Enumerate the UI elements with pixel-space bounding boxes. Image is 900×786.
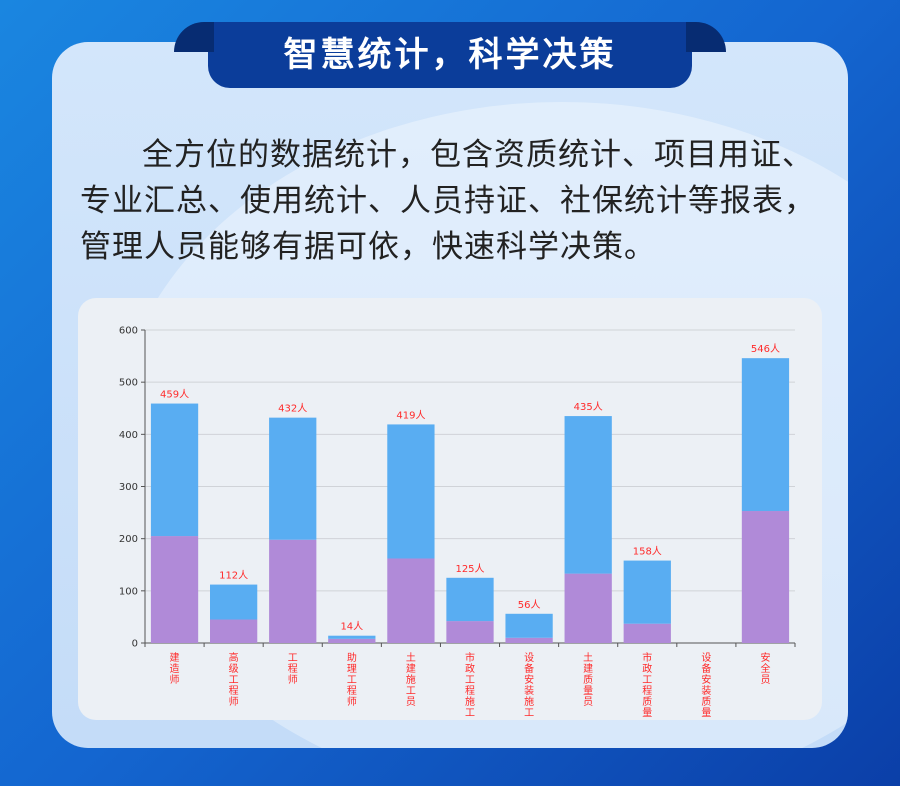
x-tick-label: 施 (524, 695, 534, 708)
x-tick-label: 师 (288, 673, 298, 686)
bar-segment-upper (741, 358, 790, 512)
y-tick-label: 500 (119, 378, 138, 389)
x-tick-label: 工 (524, 708, 534, 719)
data-label: 435人 (574, 401, 603, 413)
x-tick-label: 工 (465, 675, 475, 686)
x-tick-label: 员 (583, 696, 593, 708)
bar-segment-lower (505, 637, 553, 643)
x-tick-label: 安 (701, 673, 711, 686)
bar-segment-upper (564, 416, 612, 574)
x-tick-label: 工 (347, 675, 357, 686)
x-tick-label: 设 (701, 652, 711, 664)
x-tick-label: 工 (229, 675, 239, 686)
x-tick-label: 土 (583, 651, 593, 664)
x-tick-label: 量 (701, 707, 711, 719)
y-tick-label: 600 (119, 326, 138, 337)
x-tick-label: 程 (229, 685, 239, 697)
x-tick-label: 备 (701, 662, 711, 675)
x-tick-label: 施 (406, 673, 416, 686)
bar-segment-upper (269, 417, 317, 540)
x-tick-label: 装 (524, 684, 534, 697)
x-tick-label: 员 (760, 674, 770, 686)
bar-segment-lower (446, 621, 494, 643)
x-tick-label: 程 (288, 663, 298, 675)
bar-segment-lower (564, 573, 612, 643)
bar-segment-upper (505, 613, 553, 638)
x-tick-label: 市 (642, 651, 652, 664)
x-tick-label: 质 (583, 674, 593, 686)
x-tick-label: 师 (229, 695, 239, 708)
bar-segment-lower (328, 638, 376, 643)
data-label: 56人 (518, 599, 541, 611)
x-tick-label: 高 (229, 651, 239, 664)
x-tick-label: 土 (406, 651, 416, 664)
y-tick-label: 0 (132, 639, 138, 650)
bar-segment-upper (210, 584, 258, 620)
x-tick-label: 建 (583, 662, 593, 675)
x-tick-label: 量 (583, 685, 593, 697)
page-title: 智慧统计，科学决策 (174, 22, 726, 88)
data-label: 158人 (633, 546, 662, 558)
x-tick-label: 政 (642, 662, 652, 675)
x-tick-label: 质 (701, 696, 711, 708)
x-tick-label: 助 (347, 651, 357, 664)
y-tick-label: 200 (119, 534, 138, 545)
y-tick-label: 300 (119, 482, 138, 493)
x-tick-label: 安 (524, 673, 534, 686)
x-tick-label: 工 (288, 653, 298, 664)
bar-segment-lower (741, 511, 790, 643)
x-tick-label: 市 (465, 651, 475, 664)
x-tick-label: 量 (642, 707, 652, 719)
x-tick-label: 程 (347, 685, 357, 697)
bar-segment-lower (210, 619, 258, 643)
data-label: 14人 (340, 621, 363, 633)
x-tick-label: 全 (760, 662, 770, 675)
x-tick-label: 级 (229, 663, 239, 675)
data-label: 432人 (278, 403, 307, 415)
x-tick-label: 工 (642, 675, 652, 686)
x-tick-label: 程 (465, 685, 475, 697)
bar-segment-lower (269, 539, 317, 643)
bar-segment-upper (150, 403, 199, 537)
x-tick-label: 设 (524, 652, 534, 664)
bar-segment-upper (446, 577, 494, 622)
x-tick-label: 工 (406, 686, 416, 697)
data-label: 112人 (219, 570, 248, 582)
x-tick-label: 师 (347, 695, 357, 708)
x-tick-label: 备 (524, 662, 534, 675)
x-tick-label: 装 (701, 684, 711, 697)
data-label: 125人 (455, 563, 484, 575)
x-tick-label: 建 (406, 662, 416, 675)
description-text: 全方位的数据统计，包含资质统计、项目用证、专业汇总、使用统计、人员持证、社保统计… (80, 137, 816, 265)
x-tick-label: 质 (642, 696, 652, 708)
y-tick-label: 100 (119, 586, 138, 597)
x-tick-label: 造 (170, 662, 180, 675)
bar-segment-upper (623, 560, 671, 624)
chart-panel (78, 298, 822, 720)
x-tick-label: 师 (170, 673, 180, 686)
bar-segment-upper (387, 424, 435, 559)
x-tick-label: 政 (465, 662, 475, 675)
y-tick-label: 400 (119, 430, 138, 441)
data-label: 459人 (160, 389, 189, 401)
bar-segment-lower (150, 536, 199, 643)
x-tick-label: 施 (465, 695, 475, 708)
data-label: 546人 (751, 343, 780, 355)
x-tick-label: 程 (642, 685, 652, 697)
x-tick-label: 工 (465, 708, 475, 719)
bar-segment-lower (387, 558, 435, 643)
bar-segment-upper (328, 635, 376, 639)
x-tick-label: 理 (347, 663, 357, 675)
x-tick-label: 员 (406, 696, 416, 708)
bar-segment-lower (623, 623, 671, 643)
x-tick-label: 安 (760, 651, 770, 664)
data-label: 419人 (396, 409, 425, 421)
x-tick-label: 建 (170, 651, 180, 664)
